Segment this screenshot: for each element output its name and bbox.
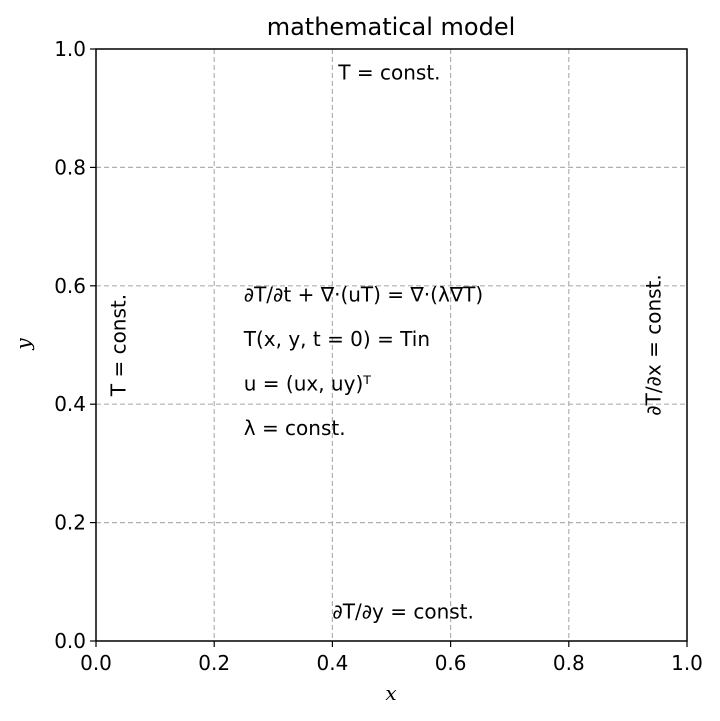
annotation-group: T = const. T = const. ∂T/∂x = const. ∂T/∂y …	[107, 61, 666, 624]
y-axis-label: y	[11, 338, 35, 351]
y-tick-label: 0.2	[54, 511, 86, 535]
annotation-left-boundary: T = const.	[107, 294, 131, 397]
plot-frame	[95, 48, 688, 642]
y-tick-label: 0.4	[54, 392, 86, 416]
x-tick-label: 1.0	[671, 651, 703, 675]
x-tick-group: 0.0 0.2 0.4 0.6 0.8 1.0	[80, 641, 703, 675]
annotation-equation-velocity: u = (ux, uy)ᵀ	[244, 371, 371, 395]
y-tick-label: 0.8	[54, 155, 86, 179]
annotation-equation-initial: T(x, y, t = 0) = Tin	[243, 327, 430, 351]
annotation-equation-lambda: λ = const.	[244, 416, 346, 440]
x-tick-label: 0.4	[316, 651, 348, 675]
chart-title: mathematical model	[267, 13, 516, 41]
annotation-bottom-boundary: ∂T/∂y = const.	[332, 599, 473, 623]
y-tick-label: 0.6	[54, 274, 86, 298]
grid-lines	[96, 49, 687, 641]
x-axis-label: x	[385, 681, 396, 705]
annotation-top-boundary: T = const.	[337, 61, 440, 85]
x-tick-label: 0.8	[553, 651, 585, 675]
annotation-equation-heat: ∂T/∂t + ∇·(uT) = ∇·(λ∇T)	[244, 283, 483, 307]
y-tick-label: 0.0	[54, 629, 86, 653]
annotation-right-boundary: ∂T/∂x = const.	[641, 274, 665, 415]
x-tick-label: 0.2	[198, 651, 230, 675]
y-tick-label: 1.0	[54, 37, 86, 61]
y-tick-group: 0.0 0.2 0.4 0.6 0.8 1.0	[54, 37, 96, 653]
x-tick-label: 0.0	[80, 651, 112, 675]
x-tick-label: 0.6	[435, 651, 467, 675]
